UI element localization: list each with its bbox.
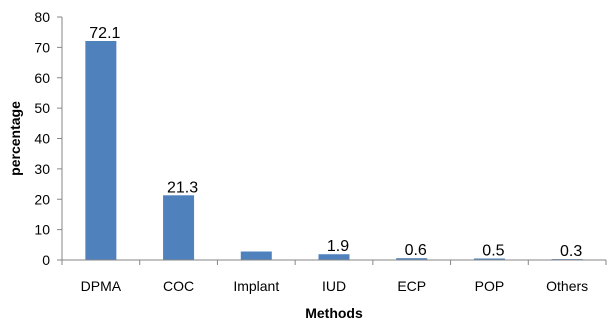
data-label-dpma: 72.1 (89, 25, 120, 42)
y-tick-label: 40 (34, 131, 50, 147)
x-axis-ticks: DPMA COC Implant IUD ECP POP Others (61, 260, 607, 294)
y-axis-title: percentage (7, 101, 23, 176)
x-tick-label: POP (475, 278, 505, 294)
x-tick-label: IUD (322, 278, 346, 294)
x-tick-label: Others (546, 278, 588, 294)
bar-implant (240, 251, 272, 260)
y-tick-label: 80 (34, 9, 50, 25)
y-tick-label: 20 (34, 191, 50, 207)
y-tick-label: 30 (34, 161, 50, 177)
data-label-pop: 0.5 (482, 242, 504, 259)
data-label-ecp: 0.6 (405, 242, 427, 259)
x-tick-label: ECP (397, 278, 426, 294)
x-tick-label: DPMA (81, 278, 122, 294)
data-labels: 72.1 21.3 1.9 0.6 0.5 0.3 (89, 25, 582, 260)
bar-iud (318, 254, 350, 260)
bar-pop (473, 258, 505, 260)
data-label-coc: 21.3 (167, 179, 198, 196)
y-tick-label: 0 (42, 252, 50, 268)
x-axis-title: Methods (305, 305, 363, 321)
x-tick-label: Implant (233, 278, 279, 294)
bars (85, 40, 583, 261)
y-tick-label: 10 (34, 222, 50, 238)
bar-coc (163, 195, 195, 260)
bar-dpma (85, 40, 117, 261)
y-tick-label: 50 (34, 100, 50, 116)
x-tick-label: COC (163, 278, 194, 294)
data-label-iud: 1.9 (327, 238, 349, 255)
bar-ecp (396, 258, 428, 260)
y-tick-label: 60 (34, 70, 50, 86)
y-axis-ticks: 0 10 20 30 40 50 60 70 80 (34, 9, 62, 268)
data-label-others: 0.3 (560, 243, 582, 260)
y-tick-label: 70 (34, 39, 50, 55)
